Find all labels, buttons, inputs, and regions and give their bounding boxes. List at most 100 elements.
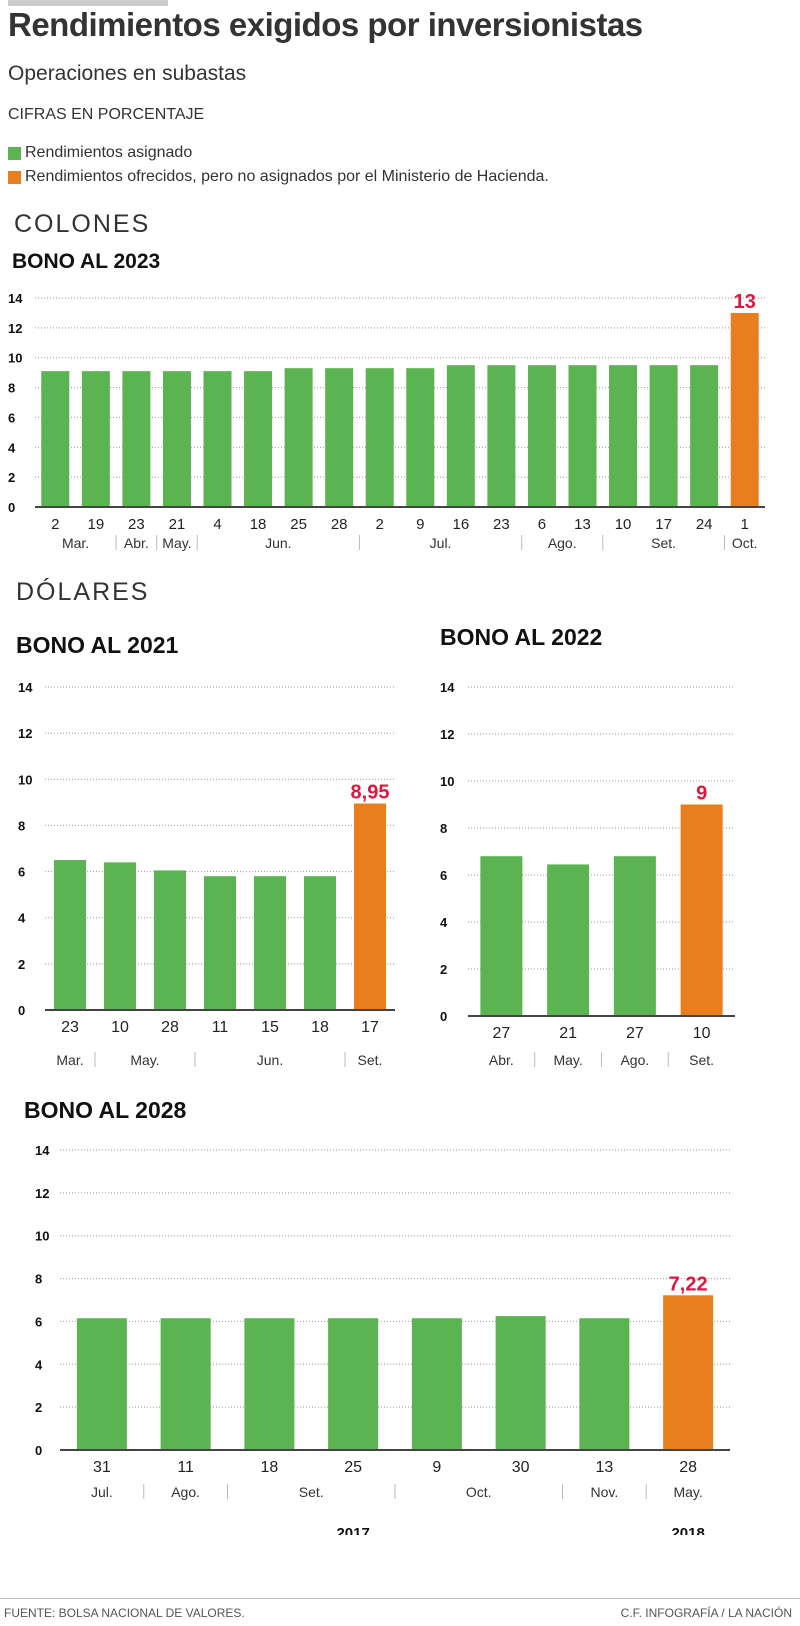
bar-assigned: [325, 368, 354, 507]
legend-item-offered: Rendimientos ofrecidos, pero no asignado…: [8, 168, 549, 186]
bar-offered: [354, 803, 386, 1010]
month-label: May.: [673, 1484, 702, 1500]
y-tick-label: 2: [440, 962, 447, 977]
month-label: Jun.: [265, 535, 291, 551]
month-label: Ago.: [620, 1052, 649, 1068]
x-tick-label: 13: [574, 516, 591, 533]
x-tick-label: 23: [61, 1019, 79, 1036]
chart-bono-2028: 0 2 4 6 8 10 12 14 31 11 18 25 9 30 13 28 7,22 Jul. Ago. Se…: [35, 1143, 730, 1535]
month-label: Oct.: [732, 535, 758, 551]
x-tick-label: 17: [361, 1019, 379, 1036]
x-tick-label: 1: [741, 516, 749, 533]
legend-item-assigned: Rendimientos asignado: [8, 144, 192, 162]
bar-assigned: [527, 365, 556, 507]
bar-assigned: [446, 365, 475, 507]
data-label: 9: [696, 783, 707, 805]
x-tick-label: 23: [493, 516, 510, 533]
chart-title-2022: BONO AL 2022: [440, 624, 603, 650]
footer-divider: [0, 1598, 800, 1599]
bar-assigned: [406, 368, 435, 507]
x-tick-label: 25: [344, 1459, 362, 1476]
month-label: Ago.: [171, 1484, 200, 1500]
bar-assigned: [244, 1318, 295, 1450]
y-tick-label: 14: [8, 291, 23, 306]
x-tick-label: 25: [290, 516, 307, 533]
bar-assigned: [154, 870, 186, 1010]
x-tick-label: 19: [87, 516, 104, 533]
legend-label: Rendimientos asignado: [25, 144, 193, 161]
chart-title-2021: BONO AL 2021: [16, 632, 179, 658]
x-tick-label: 27: [492, 1025, 510, 1042]
x-tick-label: 18: [260, 1459, 278, 1476]
bar-assigned: [81, 371, 110, 507]
bar-assigned: [487, 365, 516, 507]
bar-assigned: [76, 1318, 127, 1450]
y-tick-label: 6: [35, 1314, 42, 1329]
x-tick-label: 16: [452, 516, 469, 533]
legend-swatch-green: [8, 146, 21, 160]
y-tick-label: 0: [8, 500, 15, 515]
x-tick-label: 2: [376, 516, 384, 533]
month-label: Set.: [651, 535, 676, 551]
bar-assigned: [690, 365, 719, 507]
month-label: Set.: [689, 1052, 714, 1068]
y-tick-label: 12: [440, 727, 454, 742]
section-dolares: DÓLARES: [16, 578, 150, 606]
bar-assigned: [609, 365, 638, 507]
y-tick-label: 0: [18, 1003, 25, 1018]
x-tick-label: 28: [331, 516, 348, 533]
x-tick-label: 17: [655, 516, 672, 533]
x-tick-label: 23: [128, 516, 145, 533]
x-tick-label: 10: [615, 516, 632, 533]
x-tick-label: 15: [261, 1019, 279, 1036]
y-tick-label: 2: [35, 1400, 42, 1415]
x-tick-label: 28: [679, 1459, 697, 1476]
y-tick-label: 10: [440, 774, 454, 789]
bar-assigned: [579, 1318, 630, 1450]
month-label: Mar.: [56, 1052, 83, 1068]
y-tick-label: 6: [8, 410, 15, 425]
bar-assigned: [328, 1318, 379, 1450]
month-label: Oct.: [466, 1484, 492, 1500]
y-tick-label: 6: [440, 868, 447, 883]
month-label: Set.: [299, 1484, 324, 1500]
y-tick-label: 14: [18, 680, 33, 695]
bar-assigned: [547, 864, 590, 1016]
section-colones: COLONES: [14, 210, 151, 238]
y-tick-label: 2: [8, 470, 15, 485]
x-tick-label: 11: [177, 1459, 194, 1476]
month-label: Abr.: [124, 535, 149, 551]
bar-assigned: [54, 860, 86, 1010]
month-label: Jul.: [91, 1484, 113, 1500]
source-note: FUENTE: BOLSA NACIONAL DE VALORES.: [4, 1606, 245, 1620]
bar-assigned: [160, 1318, 211, 1450]
month-label: Jun.: [257, 1052, 283, 1068]
x-tick-label: 31: [93, 1459, 111, 1476]
y-tick-label: 0: [35, 1443, 42, 1458]
legend-swatch-orange: [8, 170, 21, 184]
x-tick-label: 2: [51, 516, 59, 533]
bar-assigned: [304, 876, 336, 1010]
y-tick-label: 12: [18, 726, 32, 741]
month-label: Set.: [358, 1052, 383, 1068]
y-tick-label: 10: [18, 772, 32, 787]
bar-assigned: [204, 876, 236, 1010]
year-label: 2017: [336, 1525, 369, 1535]
bar-assigned: [162, 371, 191, 507]
x-tick-label: 9: [432, 1459, 441, 1476]
y-tick-label: 12: [8, 321, 22, 336]
top-accent-bar: [8, 0, 168, 6]
year-label: 2018: [671, 1525, 704, 1535]
units-note: CIFRAS EN PORCENTAJE: [8, 106, 205, 123]
bar-offered: [680, 804, 723, 1016]
x-tick-label: 13: [595, 1459, 613, 1476]
bar-assigned: [41, 371, 70, 507]
month-label: May.: [162, 535, 191, 551]
month-label: May.: [130, 1052, 159, 1068]
bar-assigned: [104, 862, 136, 1010]
x-tick-label: 30: [512, 1459, 530, 1476]
y-tick-label: 4: [8, 440, 16, 455]
bar-assigned: [495, 1316, 546, 1450]
month-label: Ago.: [548, 535, 577, 551]
page-title: Rendimientos exigidos por inversionistas: [8, 6, 643, 43]
